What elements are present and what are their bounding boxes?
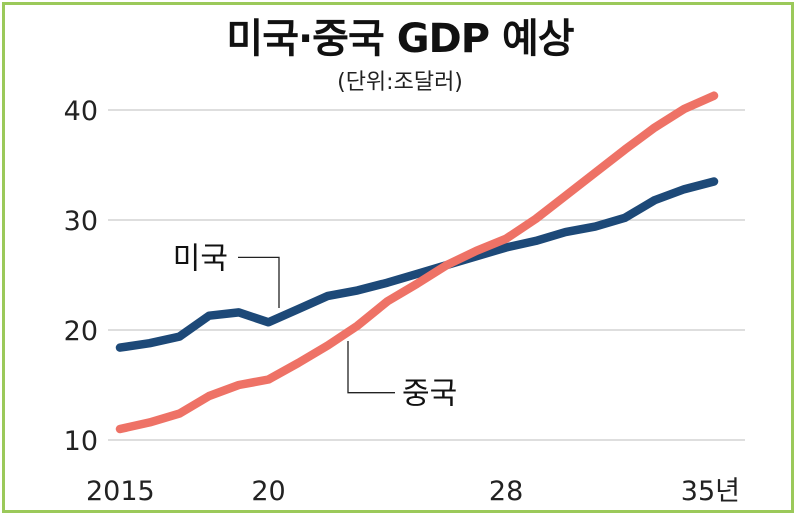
chart-subtitle: (단위:조달러) [337, 70, 463, 95]
y-tick-label: 30 [64, 206, 98, 237]
grid-lines [108, 109, 745, 441]
x-tick-label: 28 [489, 476, 523, 507]
x-tick-label: 2015 [86, 476, 155, 507]
chart-title: 미국·중국 GDP 예상 [226, 16, 574, 62]
callout-line-us [238, 256, 280, 308]
series-line-0 [115, 177, 719, 352]
x-tick-label: 20 [251, 476, 285, 507]
x-axis-ticks: 2015 20 28 35년 [86, 476, 740, 507]
x-tick-label: 35년 [681, 476, 740, 507]
y-axis-ticks: 10 20 30 40 [64, 96, 98, 457]
series-label-cn: 중국 [402, 377, 457, 412]
y-tick-label: 40 [64, 96, 98, 127]
callout-line-cn [347, 341, 395, 394]
y-tick-label: 20 [64, 316, 98, 347]
y-tick-label: 10 [64, 426, 98, 457]
series-label-us: 미국 [173, 241, 228, 276]
series-line-1 [115, 91, 719, 434]
series-lines [115, 91, 719, 434]
